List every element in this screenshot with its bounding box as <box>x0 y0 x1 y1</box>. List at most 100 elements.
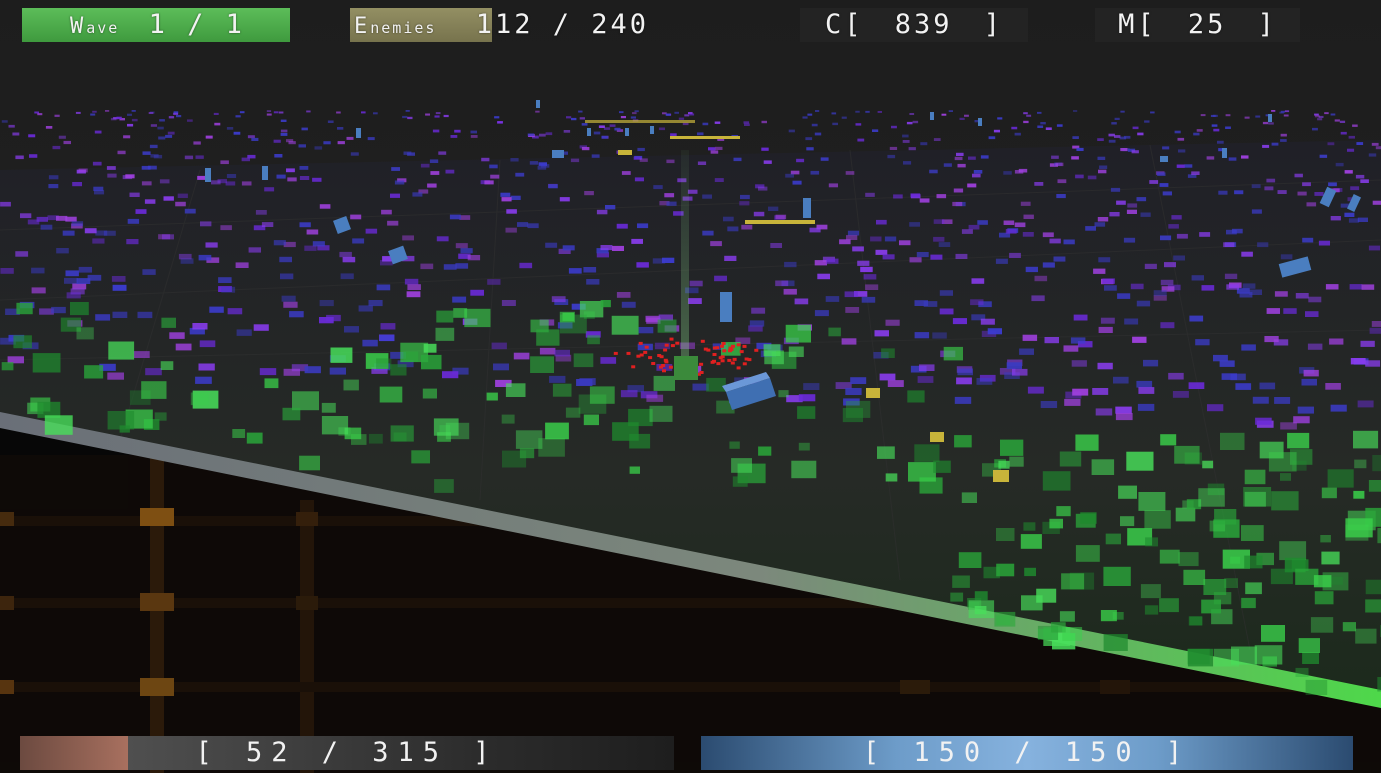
creep-cell <box>344 427 362 440</box>
creep-cell <box>1279 541 1307 561</box>
enemy-particle <box>1053 256 1066 262</box>
enemy-particle <box>390 352 406 359</box>
enemy-particle <box>1266 308 1280 314</box>
creep-cell <box>763 344 781 356</box>
core-particle <box>728 346 733 350</box>
enemy-particle <box>1174 130 1181 134</box>
enemy-particle <box>1109 212 1120 217</box>
creep-cell <box>1298 638 1320 653</box>
creep-cell <box>1159 598 1179 613</box>
enemy-particle <box>687 189 698 194</box>
enemy-particle <box>286 139 294 143</box>
enemy-particle <box>637 147 645 152</box>
enemy-particle <box>571 303 586 310</box>
creep-cell <box>246 432 263 444</box>
core-particle <box>638 341 643 345</box>
enemy-particle <box>865 110 870 113</box>
tower <box>205 168 211 182</box>
enemy-particle <box>807 113 813 116</box>
enemy-particle <box>142 151 151 155</box>
enemy-particle <box>1057 179 1067 184</box>
enemy-particle <box>123 135 131 139</box>
enemy-particle <box>688 112 693 115</box>
enemy-particle <box>1357 217 1368 222</box>
enemy-particle <box>1130 283 1144 290</box>
creep-cell <box>1345 518 1373 538</box>
enemy-particle <box>758 186 768 191</box>
creep-cell <box>1259 441 1284 459</box>
enemy-particle <box>1211 124 1218 127</box>
enemy-particle <box>1136 197 1147 202</box>
enemy-particle <box>213 112 219 115</box>
enemy-particle <box>1361 284 1375 290</box>
creep-cell <box>1105 533 1121 545</box>
creep-cell <box>729 441 740 449</box>
creep-cell <box>885 473 898 482</box>
enemy-particle <box>596 248 609 254</box>
creep-cell <box>1207 483 1225 496</box>
creep-cell <box>1355 628 1377 644</box>
enemy-particle <box>810 170 820 175</box>
enemy-particle <box>1314 115 1320 118</box>
enemy-particle <box>1160 322 1175 329</box>
creep-cell <box>1091 459 1115 475</box>
enemy-particle <box>619 111 624 114</box>
enemy-particle <box>94 130 102 134</box>
enemy-particle <box>620 116 626 119</box>
enemy-particle <box>1157 172 1166 176</box>
enemy-particle <box>658 127 665 131</box>
creep-cell <box>1061 573 1085 590</box>
enemy-particle <box>387 220 399 226</box>
enemy-particle <box>342 256 356 263</box>
credits-close: ] <box>983 9 1004 40</box>
creep-cell <box>192 390 219 409</box>
energy-bar-fill <box>701 736 1353 770</box>
enemy-particle <box>221 286 236 293</box>
wave-counter: Wave 1 / 1 <box>22 8 290 42</box>
creep-cell <box>1144 510 1171 529</box>
core-particle <box>639 353 644 357</box>
enemy-particle <box>739 201 750 206</box>
enemy-particle <box>443 264 457 270</box>
core-particle <box>699 371 704 374</box>
enemy-particle <box>173 111 179 114</box>
enemy-particle <box>1173 255 1185 261</box>
enemy-particle <box>614 127 621 131</box>
enemy-particle <box>545 242 558 248</box>
enemy-particle <box>425 113 430 116</box>
enemy-particle <box>402 235 414 241</box>
creep-cell <box>515 430 543 449</box>
enemy-particle <box>909 257 922 263</box>
enemy-particle <box>735 337 751 344</box>
enemy-particle <box>1327 142 1335 146</box>
enemy-particle <box>1280 133 1287 137</box>
creep-cell <box>587 335 600 345</box>
creep-cell <box>390 425 414 442</box>
enemy-particle <box>280 133 288 136</box>
enemy-particle <box>1239 292 1253 298</box>
enemy-particle <box>217 179 227 184</box>
core-particle <box>720 359 725 363</box>
creep-cell <box>1103 634 1128 651</box>
creep-cell <box>1284 557 1306 573</box>
enemy-particle <box>903 161 912 165</box>
enemy-particle <box>1297 191 1307 196</box>
enemy-particle <box>954 396 972 404</box>
enemy-particle <box>175 343 192 351</box>
enemy-particle <box>688 298 702 304</box>
enemy-particle <box>548 184 558 189</box>
enemy-particle <box>199 340 216 348</box>
creep-cell <box>559 311 575 323</box>
creep-cell <box>1292 460 1307 471</box>
enemy-particle <box>438 151 447 155</box>
enemy-particle <box>790 170 800 175</box>
enemy-particle <box>126 239 139 245</box>
tower <box>625 128 629 136</box>
enemy-particle <box>1225 114 1231 117</box>
creep-cell <box>1160 434 1177 446</box>
creep-cell <box>1000 439 1024 456</box>
enemy-particle <box>1213 128 1220 132</box>
enemy-particle <box>1280 422 1297 430</box>
